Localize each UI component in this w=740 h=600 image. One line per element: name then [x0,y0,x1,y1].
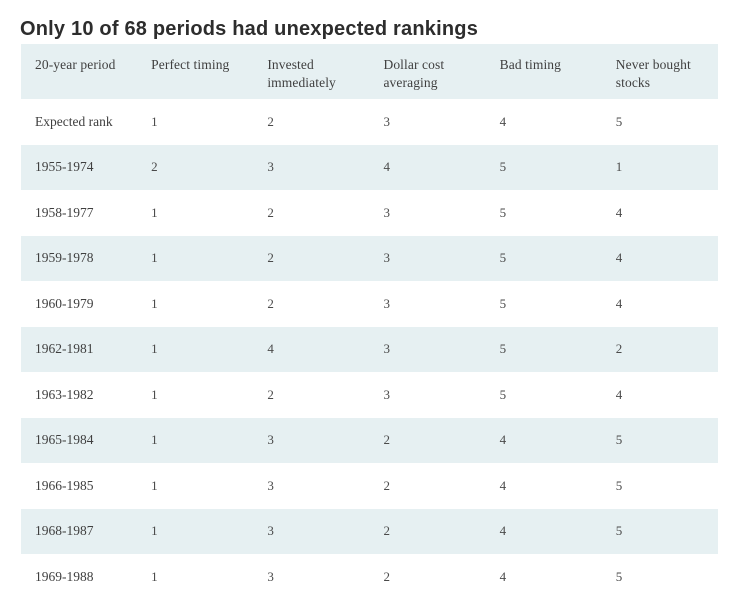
rank-cell: 1 [151,204,158,220]
column-header: Bad timing [499,57,561,72]
rank-cell: 5 [499,341,507,357]
rank-cell: 5 [615,523,623,539]
rank-cell: 1 [151,568,158,584]
rank-cell: 1 [151,113,158,129]
table-body: Expected rank 1 2 3 4 5 1955-1974 2 3 4 5 1 1958-197… [21,99,718,600]
period-cell: 1959-1978 [35,250,94,266]
rank-cell: 3 [267,432,274,448]
rank-cell: 4 [615,204,623,220]
rank-cell: 4 [615,295,623,311]
column-header: 20-year period [35,57,116,72]
rank-cell: 4 [499,477,507,493]
rank-cell: 1 [151,386,158,402]
table-header: 20-year period Perfect timing Invested imm… [21,44,718,99]
period-cell: 1958-1977 [35,204,94,220]
table-row: 1959-1978 1 2 3 5 4 [21,235,718,281]
rank-cell: 2 [267,113,274,129]
table-row: 1968-1987 1 3 2 4 5 [21,508,718,554]
table-row: 1969-1988 1 3 2 4 5 [21,554,718,600]
rank-cell: 3 [383,295,390,311]
table-row: 1960-1979 1 2 3 5 4 [21,281,718,327]
rank-cell: 5 [499,159,507,175]
rank-cell: 5 [499,250,507,266]
rank-cell: 3 [267,159,274,175]
period-cell: 1963-1982 [35,386,94,402]
rank-cell: 5 [615,568,623,584]
rank-cell: 4 [615,250,623,266]
rank-cell: 2 [267,250,274,266]
rank-cell: 3 [383,341,390,357]
rank-cell: 1 [151,432,158,448]
table-row: 1966-1985 1 3 2 4 5 [21,463,718,509]
rank-cell: 4 [499,113,507,129]
rank-cell: 1 [151,295,158,311]
rank-cell: 3 [267,523,274,539]
period-cell: 1966-1985 [35,477,94,493]
rank-cell: 1 [151,523,158,539]
rank-cell: 5 [615,477,623,493]
column-header: Dollar cost averaging [383,57,445,90]
rank-cell: 4 [267,341,274,357]
column-header: Invested immediately [267,57,336,90]
table-row: 1958-1977 1 2 3 5 4 [21,190,718,236]
rank-cell: 3 [383,250,390,266]
rank-cell: 2 [383,523,390,539]
rank-cell: 2 [267,204,274,220]
rank-cell: 2 [267,295,274,311]
period-cell: 1960-1979 [35,295,94,311]
rank-cell: 5 [499,386,507,402]
table-row: Expected rank 1 2 3 4 5 [21,99,718,145]
rank-cell: 1 [615,159,623,175]
rank-cell: 4 [499,568,507,584]
rank-cell: 2 [383,568,390,584]
rank-cell: 4 [499,432,507,448]
rank-cell: 2 [615,341,623,357]
table-row: 1962-1981 1 4 3 5 2 [21,326,718,372]
rank-cell: 1 [151,250,158,266]
rank-cell: 3 [383,204,390,220]
rank-cell: 5 [499,204,507,220]
table-row: 1965-1984 1 3 2 4 5 [21,417,718,463]
rank-cell: 3 [383,386,390,402]
rank-cell: 2 [151,159,158,175]
rankings-table: 20-year period Perfect timing Invested imm… [21,44,718,600]
period-cell: 1968-1987 [35,523,94,539]
column-header: Never bought stocks [615,57,691,90]
column-header: Perfect timing [151,57,230,72]
rank-cell: 4 [383,159,390,175]
period-cell: 1969-1988 [35,568,94,584]
rank-cell: 5 [499,295,507,311]
table-row: 1963-1982 1 2 3 5 4 [21,372,718,418]
rank-cell: 2 [383,432,390,448]
rank-cell: 2 [267,386,274,402]
period-cell: 1965-1984 [35,432,94,448]
rank-cell: 2 [383,477,390,493]
rank-cell: 3 [267,568,274,584]
page-title: Only 10 of 68 periods had unexpected ran… [20,18,479,41]
rank-cell: 5 [615,113,623,129]
rank-cell: 4 [615,386,623,402]
rank-cell: 3 [383,113,390,129]
rank-cell: 1 [151,341,158,357]
period-cell: Expected rank [35,113,113,129]
period-cell: 1955-1974 [35,159,94,175]
table-row: 1955-1974 2 3 4 5 1 [21,144,718,190]
rank-cell: 3 [267,477,274,493]
rank-cell: 5 [615,432,623,448]
rank-cell: 4 [499,523,507,539]
period-cell: 1962-1981 [35,341,94,357]
rank-cell: 1 [151,477,158,493]
